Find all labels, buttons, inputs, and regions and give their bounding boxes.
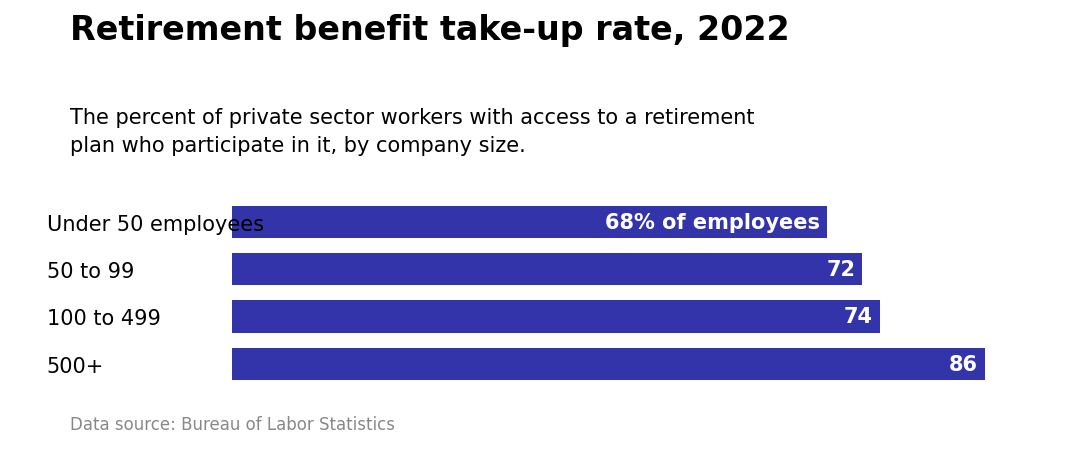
Text: 68% of employees: 68% of employees (606, 212, 821, 232)
Text: Retirement benefit take-up rate, 2022: Retirement benefit take-up rate, 2022 (70, 14, 789, 46)
Bar (232, 253, 863, 285)
Text: 72: 72 (826, 259, 855, 280)
Text: 74: 74 (843, 307, 873, 327)
Bar (232, 206, 827, 238)
Text: The percent of private sector workers with access to a retirement
plan who parti: The percent of private sector workers wi… (70, 108, 755, 156)
Bar (232, 348, 985, 380)
Text: Data source: Bureau of Labor Statistics: Data source: Bureau of Labor Statistics (70, 415, 395, 433)
Text: 86: 86 (949, 354, 978, 374)
Bar (232, 301, 880, 333)
